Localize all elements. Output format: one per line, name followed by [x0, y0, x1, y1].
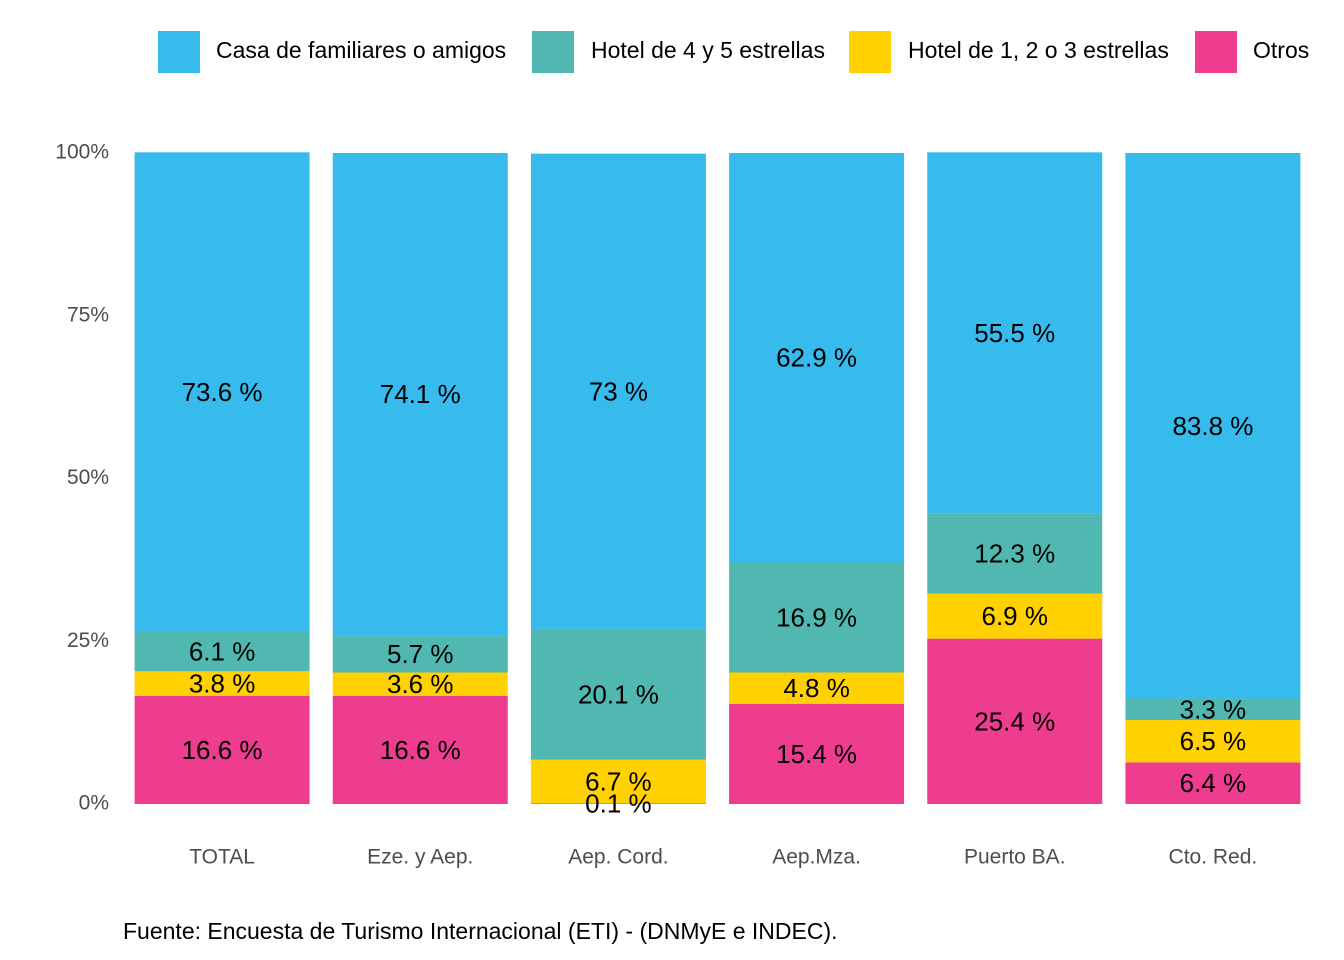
x-axis: TOTAL Eze. y Aep. Aep. Cord. Aep.Mza. Puerto… — [189, 846, 1257, 869]
bar-group-aep-mza — [729, 153, 905, 804]
bar-group-cto-red — [1125, 153, 1301, 804]
y-tick-label-0: 0% — [79, 792, 109, 815]
data-label-hotel-de-1-2-o-3-estrellas-cto-red: 6.5 % — [1180, 726, 1247, 756]
data-label-hotel-de-1-2-o-3-estrellas-aep-mza: 4.8 % — [783, 673, 850, 703]
legend-label-hotel-de-4-y-5-estrellas: Hotel de 4 y 5 estrellas — [591, 37, 825, 63]
data-label-otros-total: 16.6 % — [182, 735, 263, 765]
x-tick-label-aep-cord: Aep. Cord. — [568, 846, 668, 869]
bar-segment-otros-puerto-ba — [927, 638, 1103, 804]
data-label-casa-de-familiares-o-amigos-eze-y-aep: 74.1 % — [380, 379, 461, 409]
data-label-hotel-de-1-2-o-3-estrellas-total: 3.8 % — [189, 669, 256, 699]
data-label-casa-de-familiares-o-amigos-puerto-ba: 55.5 % — [974, 318, 1055, 348]
data-label-otros-puerto-ba: 25.4 % — [974, 706, 1055, 736]
bar-segment-hotel-de-1-2-o-3-estrellas-aep-mza — [729, 672, 905, 704]
legend-swatch-otros — [1195, 31, 1237, 73]
bar-segment-hotel-de-4-y-5-estrellas-cto-red — [1125, 698, 1301, 721]
data-label-casa-de-familiares-o-amigos-total: 73.6 % — [182, 377, 263, 407]
data-label-otros-aep-cord: 0.1 % — [585, 789, 652, 819]
x-tick-label-cto-red: Cto. Red. — [1169, 846, 1258, 869]
source-caption: Fuente: Encuesta de Turismo Internaciona… — [123, 918, 838, 944]
data-label-hotel-de-1-2-o-3-estrellas-aep-cord: 6.7 % — [585, 767, 652, 797]
data-label-casa-de-familiares-o-amigos-cto-red: 83.8 % — [1172, 411, 1253, 441]
bar-segment-otros-aep-cord — [530, 803, 706, 804]
bar-group-total — [134, 152, 310, 804]
data-label-hotel-de-4-y-5-estrellas-aep-mza: 16.9 % — [776, 602, 857, 632]
bar-segment-hotel-de-1-2-o-3-estrellas-cto-red — [1125, 720, 1301, 763]
legend-label-otros: Otros — [1253, 37, 1309, 63]
y-tick-label-25: 25% — [67, 629, 109, 652]
legend-label-hotel-de-1-2-o-3-estrellas: Hotel de 1, 2 o 3 estrellas — [908, 37, 1169, 63]
y-tick-label-50: 50% — [67, 466, 109, 489]
bar-segment-hotel-de-1-2-o-3-estrellas-puerto-ba — [927, 593, 1103, 639]
data-label-hotel-de-1-2-o-3-estrellas-eze-y-aep: 3.6 % — [387, 669, 454, 699]
legend-item-otros: Otros — [1195, 31, 1309, 73]
legend: Casa de familiares o amigos Hotel de 4 y … — [158, 31, 1309, 73]
legend-swatch-casa-de-familiares-o-amigos — [158, 31, 200, 73]
bar-segment-casa-de-familiares-o-amigos-total — [134, 152, 310, 632]
data-label-hotel-de-4-y-5-estrellas-aep-cord: 20.1 % — [578, 679, 659, 709]
bar-group-aep-cord — [530, 153, 706, 804]
bar-segment-hotel-de-4-y-5-estrellas-eze-y-aep — [332, 635, 508, 673]
bar-segment-otros-aep-mza — [729, 703, 905, 804]
bar-segment-casa-de-familiares-o-amigos-puerto-ba — [927, 152, 1103, 514]
y-axis: 0% 25% 50% 75% 100% — [55, 141, 109, 815]
bar-segment-otros-eze-y-aep — [332, 695, 508, 804]
data-label-casa-de-familiares-o-amigos-aep-cord: 73 % — [589, 376, 648, 406]
bar-segment-hotel-de-4-y-5-estrellas-aep-cord — [530, 628, 706, 760]
data-label-hotel-de-1-2-o-3-estrellas-puerto-ba: 6.9 % — [982, 601, 1049, 631]
bars: 16.6 % 3.8 %6.1 % 73.6 % 16.6 % 3.6 %5.7 % 74… — [134, 152, 1301, 819]
legend-label-casa-de-familiares-o-amigos: Casa de familiares o amigos — [216, 37, 506, 63]
bar-group-puerto-ba — [927, 152, 1103, 804]
x-tick-label-aep-mza: Aep.Mza. — [772, 846, 861, 869]
x-tick-label-total: TOTAL — [189, 846, 255, 869]
data-label-otros-eze-y-aep: 16.6 % — [380, 735, 461, 765]
data-label-hotel-de-4-y-5-estrellas-eze-y-aep: 5.7 % — [387, 639, 454, 669]
data-label-casa-de-familiares-o-amigos-aep-mza: 62.9 % — [776, 343, 857, 373]
bar-segment-casa-de-familiares-o-amigos-cto-red — [1125, 153, 1301, 699]
y-tick-label-100: 100% — [55, 141, 109, 164]
bar-segment-casa-de-familiares-o-amigos-aep-mza — [729, 153, 905, 563]
y-tick-label-75: 75% — [67, 303, 109, 326]
bar-segment-hotel-de-4-y-5-estrellas-aep-mza — [729, 562, 905, 673]
data-label-otros-aep-mza: 15.4 % — [776, 739, 857, 769]
legend-swatch-hotel-de-4-y-5-estrellas — [532, 31, 574, 73]
bar-segment-hotel-de-4-y-5-estrellas-total — [134, 631, 310, 672]
legend-item-casa-de-familiares-o-amigos: Casa de familiares o amigos — [158, 31, 506, 73]
data-label-hotel-de-4-y-5-estrellas-total: 6.1 % — [189, 636, 256, 666]
bar-segment-hotel-de-4-y-5-estrellas-puerto-ba — [927, 513, 1103, 594]
data-label-hotel-de-4-y-5-estrellas-puerto-ba: 12.3 % — [974, 539, 1055, 569]
data-label-hotel-de-4-y-5-estrellas-cto-red: 3.3 % — [1180, 694, 1247, 724]
bar-segment-otros-cto-red — [1125, 762, 1301, 804]
bar-segment-otros-total — [134, 695, 310, 804]
bar-segment-hotel-de-1-2-o-3-estrellas-aep-cord — [530, 759, 706, 804]
data-label-otros-cto-red: 6.4 % — [1180, 768, 1247, 798]
bar-segment-casa-de-familiares-o-amigos-aep-cord — [530, 153, 706, 629]
bar-segment-hotel-de-1-2-o-3-estrellas-total — [134, 671, 310, 696]
legend-item-hotel-de-1-2-o-3-estrellas: Hotel de 1, 2 o 3 estrellas — [849, 31, 1169, 73]
x-tick-label-eze-y-aep: Eze. y Aep. — [367, 846, 473, 869]
legend-item-hotel-de-4-y-5-estrellas: Hotel de 4 y 5 estrellas — [532, 31, 825, 73]
x-tick-label-puerto-ba: Puerto BA. — [964, 846, 1066, 869]
legend-swatch-hotel-de-1-2-o-3-estrellas — [849, 31, 891, 73]
bar-segment-casa-de-familiares-o-amigos-eze-y-aep — [332, 153, 508, 636]
bar-group-eze-y-aep — [332, 153, 508, 804]
bar-segment-hotel-de-1-2-o-3-estrellas-eze-y-aep — [332, 672, 508, 696]
